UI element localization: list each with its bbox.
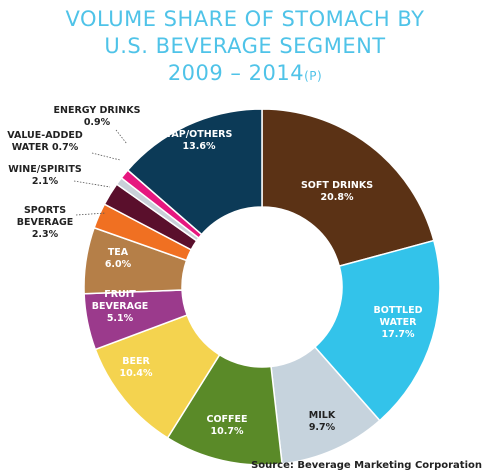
chart-title-line-1: VOLUME SHARE OF STOMACH BY <box>65 7 425 31</box>
leader-line-energy-drinks <box>115 129 128 145</box>
leader-line-sports-beverage <box>75 212 107 216</box>
label-tea: TEA 6.0% <box>105 247 132 270</box>
label-tap-others: TAP/OTHERS 13.6% <box>166 129 233 152</box>
label-soft-drinks: SOFT DRINKS 20.8% <box>301 180 373 203</box>
source-note: Source: Beverage Marketing Corporation <box>251 460 482 471</box>
label-coffee: COFFEE 10.7% <box>206 414 247 437</box>
label-wine-spirits: WINE/SPIRITS 2.1% <box>8 164 82 187</box>
slice-tap-others <box>126 108 263 236</box>
label-energy-drinks: ENERGY DRINKS 0.9% <box>54 105 141 128</box>
chart-subtitle-suffix: (P) <box>304 69 323 83</box>
leader-line-wine-spirits <box>73 180 111 188</box>
slice-bottled-water <box>313 239 441 422</box>
chart-title-block: VOLUME SHARE OF STOMACH BY U.S. BEVERAGE… <box>0 6 490 90</box>
chart-title-line-2: U.S. BEVERAGE SEGMENT <box>104 34 386 58</box>
label-bottled-water: BOTTLED WATER 17.7% <box>374 305 423 340</box>
chart-subtitle: 2009 – 2014(P) <box>0 60 490 90</box>
label-beer: BEER 10.4% <box>120 356 153 379</box>
label-fruit-beverage: FRUIT BEVERAGE 5.1% <box>92 289 149 324</box>
slice-soft-drinks <box>261 108 435 268</box>
label-milk: MILK 9.7% <box>309 410 336 433</box>
label-sports-beverage: SPORTS BEVERAGE 2.3% <box>17 205 74 240</box>
chart-subtitle-years: 2009 – 2014 <box>167 61 305 85</box>
leader-line-value-added-water <box>91 152 121 161</box>
label-value-added-water: VALUE-ADDED WATER 0.7% <box>7 130 83 153</box>
